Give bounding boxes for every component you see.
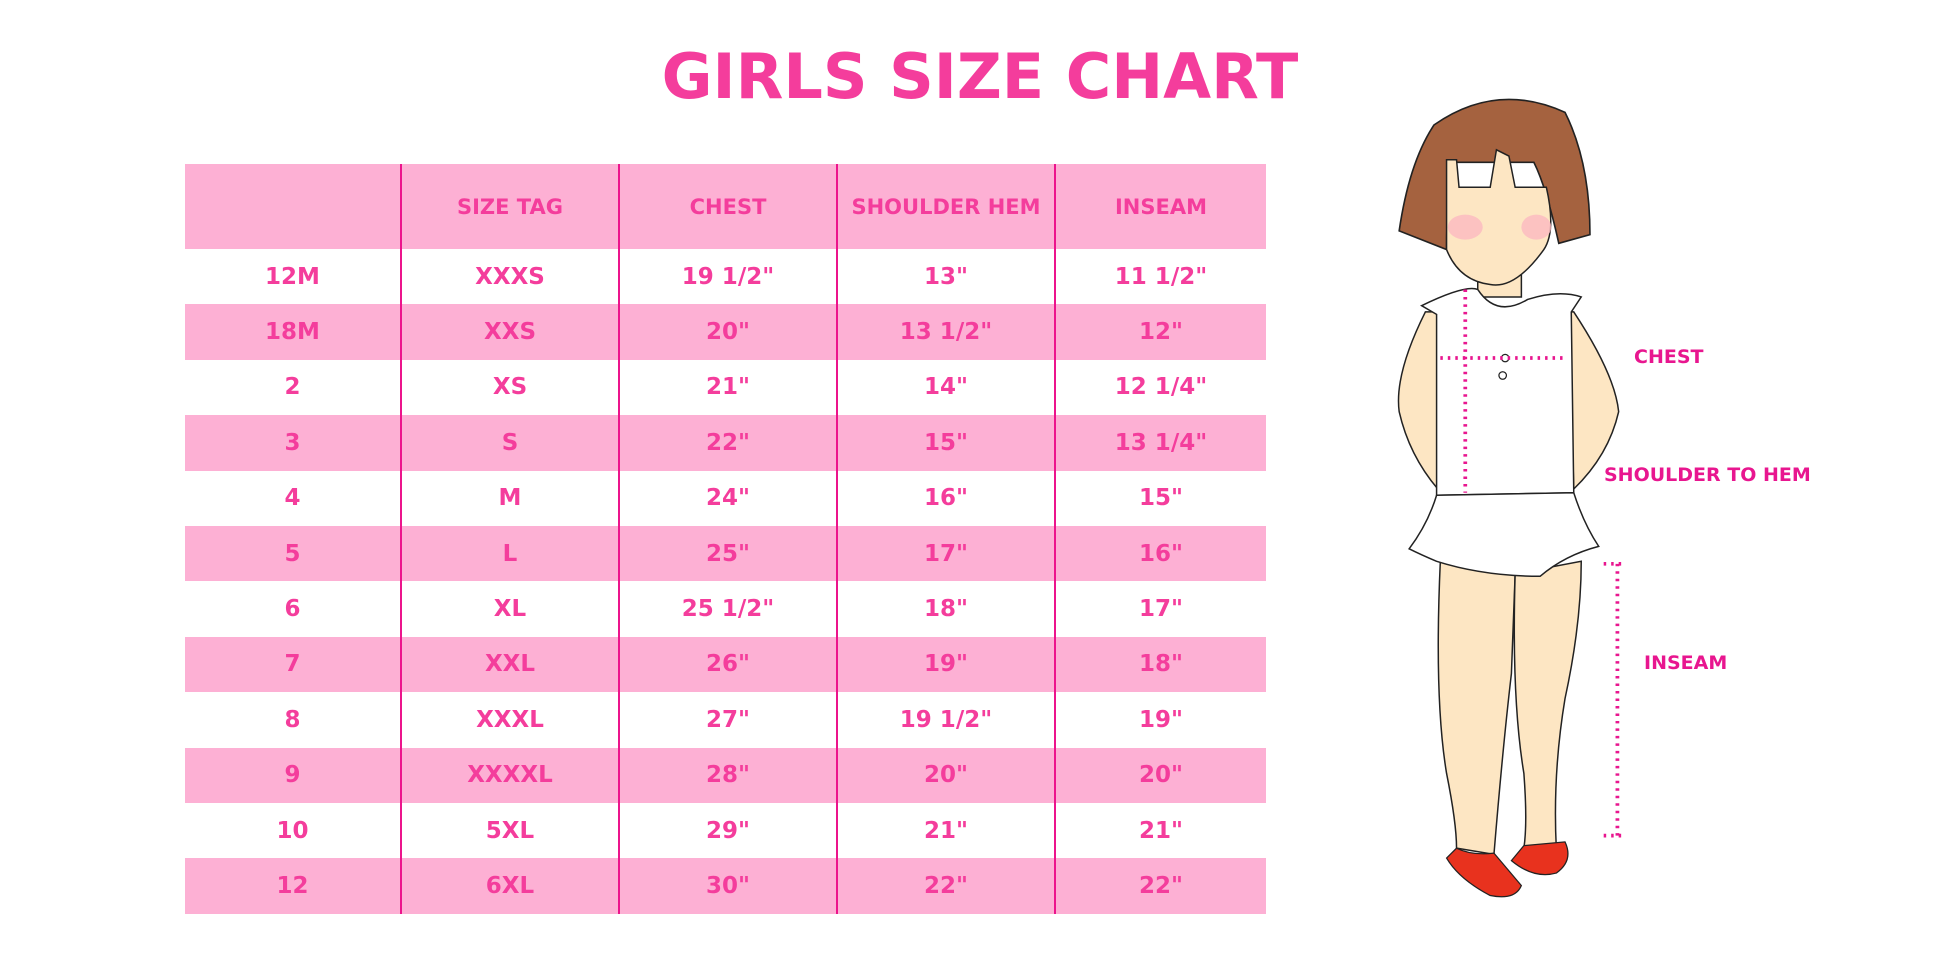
table-cell: 14" [836, 359, 1055, 416]
size-chart-table: SIZE TAG CHEST SHOULDER HEM INSEAM 12M XXXS 1… [185, 164, 1266, 914]
table-cell: 16" [836, 470, 1055, 526]
table-cell: XXS [400, 304, 619, 360]
table-cell: 21" [836, 802, 1055, 859]
table-cell: XXXL [400, 692, 619, 748]
inseam-label: INSEAM [1644, 652, 1728, 674]
table-cell: 17" [1054, 581, 1266, 637]
table-cell: XXXS [400, 249, 619, 305]
table-cell: 22" [1054, 858, 1266, 914]
table-cell: 12 [185, 858, 401, 914]
table-cell: 13 1/4" [1054, 415, 1266, 471]
shoulder-to-hem-label: SHOULDER TO HEM [1604, 464, 1811, 486]
table-cell: L [400, 525, 619, 582]
column-header: CHEST [618, 164, 837, 249]
table-cell: 13" [836, 249, 1055, 305]
table-row: 5 L 25" 17" 16" [185, 525, 1266, 582]
table-cell: 30" [618, 858, 837, 914]
table-cell: 21" [1054, 802, 1266, 859]
right-arm [1568, 311, 1620, 491]
table-cell: S [400, 415, 619, 471]
table-cell: XXXXL [400, 747, 619, 803]
table-row: 9 XXXXL 28" 20" 20" [185, 747, 1266, 803]
table-cell: 5 [185, 525, 401, 582]
right-shoe [1510, 841, 1569, 876]
table-cell: 20" [618, 304, 837, 360]
table-cell: 19 1/2" [836, 692, 1055, 748]
table-cell: 16" [1054, 525, 1266, 582]
left-arm [1397, 311, 1445, 491]
face [1445, 148, 1552, 286]
table-cell: XXL [400, 636, 619, 693]
table-cell: 8 [284, 706, 301, 733]
table-cell: 28" [618, 747, 837, 803]
table-cell: 18" [1054, 636, 1266, 693]
table-row: 6 XL 25 1/2" 18" 17" [185, 581, 1266, 637]
table-cell: 12M [265, 263, 320, 290]
table-cell: XL [400, 581, 619, 637]
column-header [185, 164, 401, 249]
table-cell: 12" [1054, 304, 1266, 360]
table-cell: 7 [185, 636, 401, 693]
table-cell: 6XL [400, 858, 619, 914]
table-cell: 21" [618, 359, 837, 416]
left-leg [1437, 560, 1516, 856]
table-cell: 19 1/2" [618, 249, 837, 305]
table-cell: 20" [1054, 747, 1266, 803]
table-cell: 9 [185, 747, 401, 803]
table-cell: 18" [836, 581, 1055, 637]
table-cell: 4 [284, 485, 301, 512]
table-cell: 3 [185, 415, 401, 471]
table-cell: 19" [1054, 692, 1266, 748]
table-cell: 27" [618, 692, 837, 748]
table-cell: 29" [618, 802, 837, 859]
table-cell: 22" [836, 858, 1055, 914]
table-cell: 12 1/4" [1054, 359, 1266, 416]
dress-top [1420, 287, 1583, 496]
table-cell: XS [400, 359, 619, 416]
left-shoe [1445, 847, 1523, 898]
table-row: 8 XXXL 27" 19 1/2" 19" [185, 692, 1266, 748]
table-cell: 20" [836, 747, 1055, 803]
table-cell: 11 1/2" [1054, 249, 1266, 305]
table-cell: 22" [618, 415, 837, 471]
table-cell: 2 [284, 374, 301, 401]
table-cell: 15" [1054, 470, 1266, 526]
dress-skirt [1408, 491, 1600, 578]
column-header: INSEAM [1054, 164, 1266, 249]
table-row: 7 XXL 26" 19" 18" [185, 636, 1266, 693]
table-cell: 13 1/2" [836, 304, 1055, 360]
table-cell: 25" [618, 525, 837, 582]
table-cell: 25 1/2" [618, 581, 837, 637]
table-row: 10 5XL 29" 21" 21" [185, 802, 1266, 859]
table-row: 3 S 22" 15" 13 1/4" [185, 415, 1266, 471]
table-row: 12M XXXS 19 1/2" 13" 11 1/2" [185, 249, 1266, 305]
table-header-row: SIZE TAG CHEST SHOULDER HEM INSEAM [185, 164, 1266, 249]
table-row: 4 M 24" 16" 15" [185, 470, 1266, 526]
page-title: GIRLS SIZE CHART [661, 40, 1299, 113]
table-cell: 15" [836, 415, 1055, 471]
table-cell: 6 [284, 596, 301, 623]
table-cell: 17" [836, 525, 1055, 582]
chest-label: CHEST [1634, 346, 1704, 368]
table-row: 2 XS 21" 14" 12 1/4" [185, 359, 1266, 416]
table-cell: 26" [618, 636, 837, 693]
table-cell: M [400, 470, 619, 526]
table-cell: 10 [276, 817, 309, 844]
column-header: SIZE TAG [400, 164, 619, 249]
column-header: SHOULDER HEM [836, 164, 1055, 249]
right-leg [1513, 560, 1582, 849]
table-row: 12 6XL 30" 22" 22" [185, 858, 1266, 914]
table-cell: 18M [185, 304, 401, 360]
table-row: 18M XXS 20" 13 1/2" 12" [185, 304, 1266, 360]
table-cell: 19" [836, 636, 1055, 693]
table-cell: 24" [618, 470, 837, 526]
table-cell: 5XL [400, 802, 619, 859]
